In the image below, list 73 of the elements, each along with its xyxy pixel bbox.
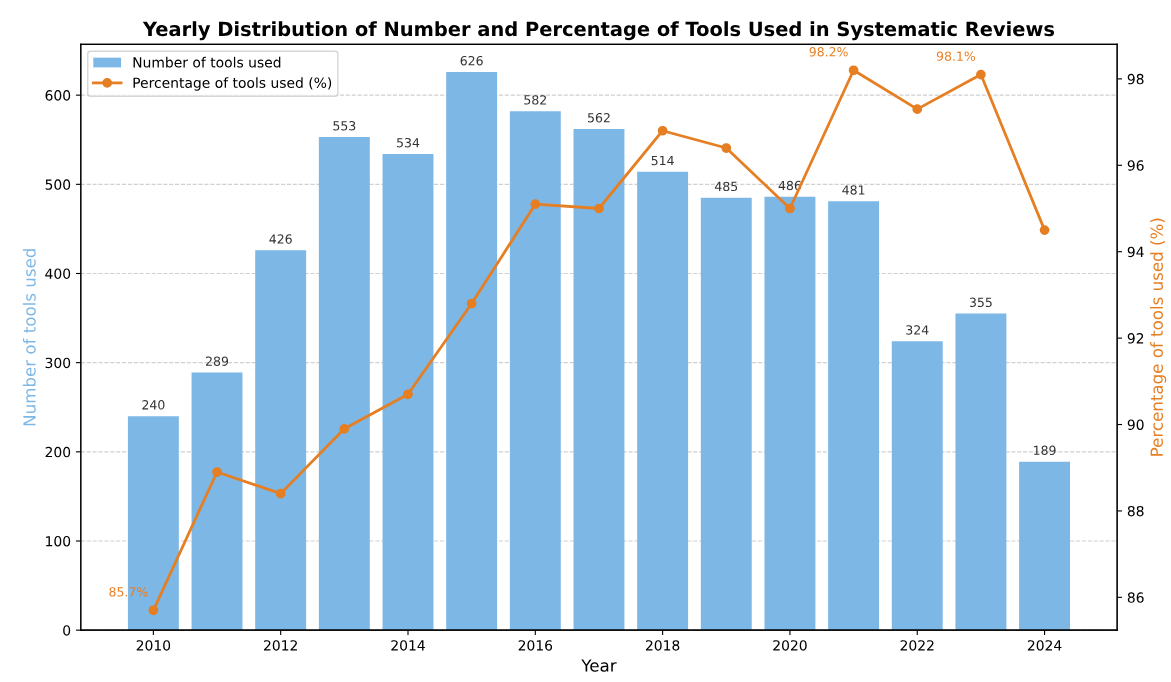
legend-label: Percentage of tools used (%) (133, 77, 332, 91)
point (848, 65, 859, 76)
x-tick-label: 2020 (773, 640, 807, 651)
bar (891, 341, 943, 631)
data-label: 485 (714, 181, 738, 192)
data-label: 189 (1034, 445, 1056, 456)
point (530, 199, 541, 210)
y-tick-label: 100 (46, 535, 71, 547)
y-tick-label: 200 (45, 446, 71, 458)
data-label: 240 (142, 400, 165, 410)
bar (637, 171, 689, 631)
point (594, 203, 604, 214)
chart-title: Yearly Distribution of Number and Percentage of Tools Used in Systematic Reviews (142, 21, 1055, 41)
bar (255, 250, 307, 631)
point (403, 389, 413, 400)
y2-tick-label: 86 (1127, 592, 1144, 603)
bar (764, 196, 816, 631)
x-tick-label: 2010 (136, 640, 171, 651)
bar (318, 137, 370, 631)
point (721, 143, 732, 153)
y2-tick-label: 94 (1127, 246, 1144, 258)
point (657, 125, 668, 136)
point (976, 69, 986, 80)
point (466, 298, 477, 309)
data-label: 534 (397, 137, 420, 148)
y2-tick-label: 88 (1127, 505, 1144, 517)
legend-label: Number of tools used (133, 56, 281, 68)
x-tick-label: 2016 (518, 640, 553, 651)
point (339, 423, 350, 434)
x-tick-label: 2012 (264, 640, 297, 651)
y-tick-label: 300 (45, 357, 71, 369)
point (912, 104, 923, 114)
y2-tick-label: 92 (1127, 333, 1144, 344)
data-label: 355 (969, 297, 992, 308)
point (212, 467, 222, 477)
data-label: 289 (206, 356, 229, 366)
bar (700, 197, 752, 631)
bar (573, 129, 625, 631)
bar (955, 313, 1007, 631)
point (1039, 225, 1050, 235)
data-label: 324 (906, 325, 929, 335)
bar (446, 71, 498, 631)
x-tick-label: 2018 (645, 640, 680, 651)
data-label: 426 (269, 234, 292, 244)
y2-axis-title: Percentage of tools used (%) (1150, 218, 1167, 456)
bar (509, 111, 561, 631)
data-label: 553 (333, 121, 356, 131)
data-label: 481 (842, 185, 865, 195)
data-label: 98.2% (809, 47, 848, 57)
data-label: 582 (524, 95, 546, 105)
y-axis-title: Number of tools used (22, 249, 36, 426)
data-label: 98.1% (936, 51, 976, 61)
bar (1019, 461, 1071, 631)
x-tick-label: 2022 (900, 640, 934, 651)
x-tick-label: 2024 (1027, 640, 1062, 651)
point (275, 488, 286, 499)
point (148, 605, 159, 616)
bar (828, 201, 880, 631)
y2-tick-label: 96 (1127, 160, 1144, 171)
x-tick-label: 2014 (391, 640, 425, 651)
y2-tick-label: 90 (1127, 419, 1144, 430)
y2-tick-label: 98 (1127, 73, 1144, 85)
y-tick-label: 600 (45, 90, 71, 101)
y-tick-label: 0 (63, 625, 71, 636)
y-tick-label: 500 (45, 179, 71, 190)
x-axis-title: Year (581, 659, 617, 672)
data-label: 562 (588, 113, 610, 123)
bar (191, 372, 243, 631)
bar (382, 154, 434, 631)
data-label: 626 (460, 55, 483, 66)
point (785, 203, 795, 214)
y-tick-label: 400 (45, 268, 71, 279)
data-label: 514 (651, 155, 674, 166)
